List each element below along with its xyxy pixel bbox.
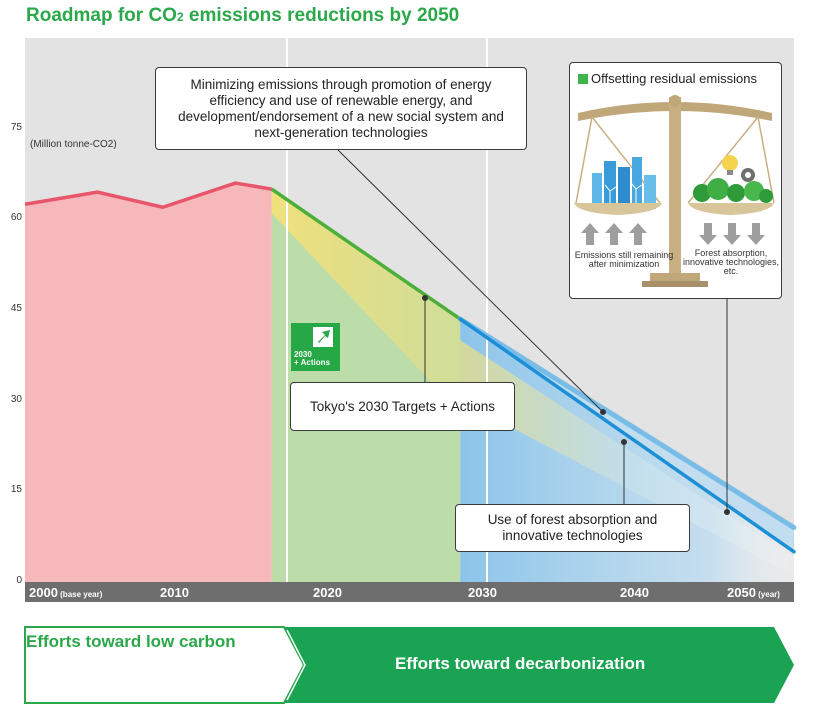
x-tick-label: 2010 — [160, 585, 189, 600]
leader-dot-tokyo — [422, 295, 428, 301]
historical-line — [24, 181, 272, 209]
x-tick-label: 2030 — [468, 585, 497, 600]
historical-area — [25, 183, 272, 583]
label-forest-absorption: Forest absorption, innovative technologi… — [682, 248, 780, 276]
leader-line-minimizing — [337, 149, 604, 413]
leader-dot-offset — [724, 509, 730, 515]
y-tick-label: 60 — [10, 212, 22, 224]
callout-tokyo-targets: Tokyo's 2030 Targets + Actions — [290, 382, 515, 431]
up-arrows-icon — [581, 223, 647, 245]
efforts-low-carbon-label: Efforts toward low carbon — [26, 632, 236, 651]
gear-icon — [741, 168, 755, 182]
leader-dot-forest — [621, 439, 627, 445]
label-emissions-remaining: Emissions still remaining after minimiza… — [574, 250, 674, 269]
y-tick-label: 15 — [10, 484, 22, 496]
y-tick-label: 45 — [10, 303, 22, 314]
reduction-line-upper — [457, 316, 797, 531]
decarbonization-banner — [284, 627, 794, 703]
down-arrows-icon — [699, 223, 765, 245]
y-tick-label: 75 — [10, 121, 22, 133]
balance-scale-icon — [574, 95, 775, 287]
y-axis-label: (Million tonne-CO2) — [30, 139, 117, 150]
callout-minimizing-emissions: Minimizing emissions through promotion o… — [155, 67, 527, 150]
banner-chevron — [286, 629, 306, 701]
actions-2030-badge: 2030 + Actions — [291, 323, 340, 371]
offset-panel: Offsetting residual emissions — [569, 62, 782, 299]
city-buildings-icon — [592, 157, 656, 209]
targets-line — [270, 187, 462, 321]
offset-band — [460, 340, 794, 576]
leader-dot-minimizing — [600, 409, 606, 415]
green-square-icon — [578, 74, 588, 84]
y-tick-label: 0 — [16, 575, 22, 586]
reduction-wedge — [271, 189, 461, 413]
page-title: Roadmap for CO2 emissions reductions by … — [26, 5, 460, 26]
y-tick-label: 30 — [10, 393, 22, 405]
x-tick-label: 2050 (year) — [727, 585, 780, 600]
lightbulb-icon — [722, 155, 738, 175]
x-tick-label: 2020 — [313, 585, 342, 600]
green-arrow-icon — [313, 327, 333, 347]
x-tick-label: 2000 (base year) — [29, 585, 103, 600]
x-tick-label: 2040 — [620, 585, 649, 600]
efforts-decarbonization-label: Efforts toward decarbonization — [395, 654, 646, 673]
forest-icon — [693, 178, 773, 203]
offset-title: Offsetting residual emissions — [578, 71, 757, 86]
badge-text: 2030 + Actions — [294, 350, 330, 367]
reduction-line-lower — [458, 317, 796, 554]
x-axis-bar — [25, 582, 794, 602]
callout-forest-absorption: Use of forest absorption and innovative … — [455, 504, 690, 552]
